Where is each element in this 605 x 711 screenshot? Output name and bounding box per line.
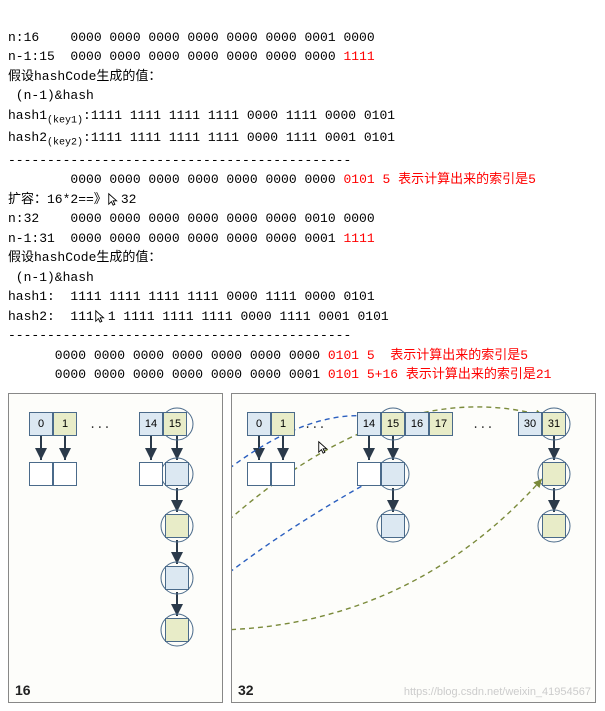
expand-a: 扩容：16*2==》	[8, 192, 107, 207]
r-chain31-2	[542, 514, 566, 538]
box-1	[53, 462, 77, 486]
expand-b: 32	[121, 192, 137, 207]
key1-sub: (key1)	[47, 115, 83, 126]
line-hash2a: hash2	[8, 130, 47, 145]
r-cell-15: 15	[381, 412, 405, 436]
chain-a1	[165, 462, 189, 486]
res1b: 0101 5 表示计算出来的索引是5	[343, 172, 535, 187]
panel-16: 0 1 ... 14 15 16	[8, 393, 223, 703]
panel-16-label: 16	[15, 682, 31, 698]
r-chain31-1	[542, 462, 566, 486]
cursor-icon-3	[317, 440, 331, 454]
box-14	[139, 462, 163, 486]
line-n16: n:16 0000 0000 0000 0000 0000 0000 0001 …	[8, 30, 375, 45]
dash1: ----------------------------------------…	[8, 153, 351, 168]
line-assume1: 假设hashCode生成的值：	[8, 69, 161, 84]
res1a: 0000 0000 0000 0000 0000 0000 0000	[8, 172, 343, 187]
r-box-1	[271, 462, 295, 486]
line-n31b: 1111	[343, 231, 374, 246]
r-cell-30: 30	[518, 412, 542, 436]
r-chain15-2	[381, 514, 405, 538]
line-n31a: n-1:31 0000 0000 0000 0000 0000 0000 000…	[8, 231, 343, 246]
box-0	[29, 462, 53, 486]
line-hash1b: :1111 1111 1111 1111 0000 1111 0000 0101	[83, 108, 395, 123]
r-dots-1: ...	[304, 418, 326, 432]
line-assume2: 假设hashCode生成的值：	[8, 250, 161, 265]
line-hash1a: hash1	[8, 108, 47, 123]
r-cell-17: 17	[429, 412, 453, 436]
panel-32: 0 1 ... 14 15 16 17 ... 30 31 32 https:/…	[231, 393, 596, 703]
panel-32-label: 32	[238, 682, 254, 698]
r-chain15-1	[381, 462, 405, 486]
diagram-row: 0 1 ... 14 15 16	[8, 393, 597, 703]
dots-1: ...	[89, 418, 111, 432]
line-n15b: 1111	[343, 49, 374, 64]
cell-14: 14	[139, 412, 163, 436]
cursor-icon	[107, 192, 121, 206]
r-box-14	[357, 462, 381, 486]
calculation-text: n:16 0000 0000 0000 0000 0000 0000 0001 …	[8, 8, 597, 385]
panel-16-arrows	[9, 394, 222, 702]
r-cell-16: 16	[405, 412, 429, 436]
line-hash2-2a: hash2: 111	[8, 309, 94, 324]
line-n15a: n-1:15 0000 0000 0000 0000 0000 0000 000…	[8, 49, 343, 64]
line-n32: n:32 0000 0000 0000 0000 0000 0000 0010 …	[8, 211, 375, 226]
watermark: https://blog.csdn.net/weixin_41954567	[404, 686, 591, 698]
line-hash2b: :1111 1111 1111 1111 0000 1111 0001 0101	[83, 130, 395, 145]
cursor-icon-2	[94, 309, 108, 323]
res3b: 0101 5+16 表示计算出来的索引是21	[328, 367, 552, 382]
r-cell-0: 0	[247, 412, 271, 436]
res3a: 0000 0000 0000 0000 0000 0000 0001	[8, 367, 328, 382]
cell-0: 0	[29, 412, 53, 436]
line-formula2: (n-1)&hash	[8, 270, 94, 285]
r-box-0	[247, 462, 271, 486]
r-cell-1: 1	[271, 412, 295, 436]
chain-a3	[165, 566, 189, 590]
dash2: ----------------------------------------…	[8, 328, 351, 343]
cell-15: 15	[163, 412, 187, 436]
r-cell-31: 31	[542, 412, 566, 436]
r-dots-2: ...	[472, 418, 494, 432]
key2-sub: (key2)	[47, 138, 83, 149]
line-hash1-2: hash1: 1111 1111 1111 1111 0000 1111 000…	[8, 289, 375, 304]
chain-a2	[165, 514, 189, 538]
chain-a4	[165, 618, 189, 642]
res2b: 0101 5 表示计算出来的索引是5	[328, 348, 528, 363]
line-hash2-2b: 1 1111 1111 1111 0000 1111 0001 0101	[108, 309, 389, 324]
panel-32-arrows	[232, 394, 595, 702]
cell-1: 1	[53, 412, 77, 436]
r-cell-14: 14	[357, 412, 381, 436]
res2a: 0000 0000 0000 0000 0000 0000 0000	[8, 348, 328, 363]
line-formula1: (n-1)&hash	[8, 88, 94, 103]
